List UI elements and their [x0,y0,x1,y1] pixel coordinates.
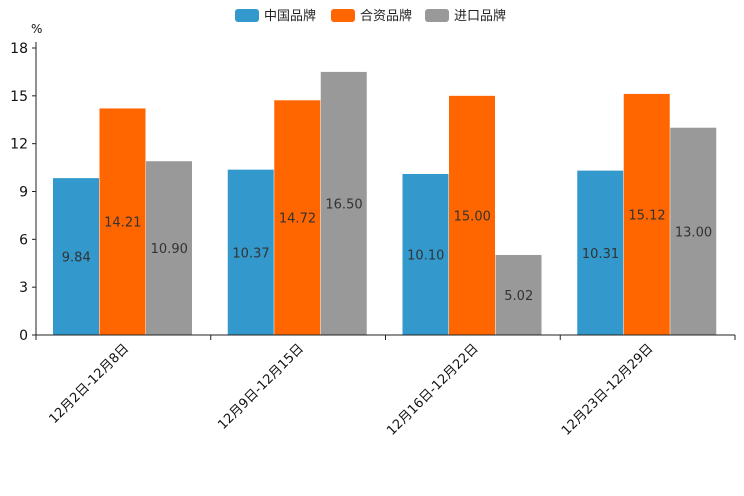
bar-0-2 [146,161,192,335]
value-labels: 9.84 14.21 10.90 10.37 14.72 16.50 10.10 15.00 5… [62,197,712,304]
legend-label: 进口品牌 [454,8,506,24]
x-category-label: 12月9日-12月15日 [215,341,307,433]
data-label: 15.00 [454,209,491,224]
y-axis-unit-label: % [31,22,42,36]
bar-2-2 [495,254,542,335]
legend-swatch [331,9,355,22]
y-tick-label: 0 [19,328,28,344]
bars [53,71,717,336]
data-label: 14.21 [104,216,141,231]
bar-0-1 [99,108,146,335]
y-tick-label: 3 [19,280,28,296]
bar-1-1 [274,100,321,335]
y-tick-label: 12 [10,137,28,153]
bar-3-1 [623,93,670,335]
data-label: 10.37 [232,246,269,261]
legend: 中国品牌 合资品牌 进口品牌 [235,8,506,24]
legend-label: 中国品牌 [264,8,316,24]
bar-1-0 [227,169,274,335]
data-label: 14.72 [279,212,316,227]
legend-swatch [425,9,449,22]
data-label: 10.90 [151,242,188,257]
y-axis: 0 3 6 9 12 15 18 [10,41,37,344]
bar-2-0 [402,173,449,335]
x-category-label: 12月16日-12月22日 [384,341,481,438]
bar-0-0 [53,178,99,335]
legend-item-1[interactable]: 合资品牌 [331,8,412,24]
y-tick-label: 6 [19,232,28,248]
bar-2-1 [449,95,495,335]
data-label: 10.31 [582,247,619,262]
x-category-label: 12月2日-12月8日 [46,341,132,427]
y-tick-label: 15 [10,89,28,105]
data-label: 5.02 [504,289,533,304]
bar-3-0 [577,170,624,335]
x-axis: 12月2日-12月8日 12月9日-12月15日 12月16日-12月22日 12月2… [35,334,736,439]
legend-item-2[interactable]: 进口品牌 [425,8,506,24]
data-label: 9.84 [62,251,91,266]
legend-item-0[interactable]: 中国品牌 [235,8,316,24]
y-tick-label: 18 [10,41,28,57]
legend-swatch [235,9,259,22]
data-label: 16.50 [325,197,362,212]
bar-1-2 [320,71,367,336]
data-label: 15.12 [628,208,665,223]
data-label: 10.10 [407,248,444,263]
x-category-label: 12月23日-12月29日 [559,341,656,438]
bar-3-2 [670,127,717,335]
data-label: 13.00 [675,225,712,240]
legend-label: 合资品牌 [360,8,412,24]
y-tick-label: 9 [19,185,28,201]
